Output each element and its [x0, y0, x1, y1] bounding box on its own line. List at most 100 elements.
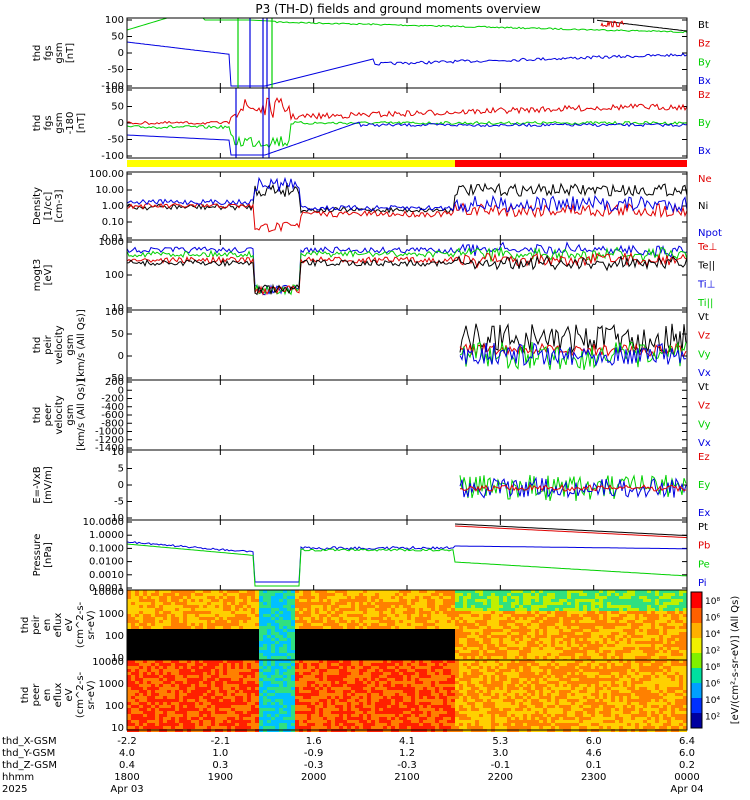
p3-ni-line [126, 182, 688, 214]
ylabel-p5-1: peir [43, 334, 54, 354]
xaxis-value: 6.4 [679, 736, 695, 747]
p8-pb-line [454, 525, 688, 539]
panel-p3: Density [1/cc] [cm-3] 100.00 10.00 1.00 0.10 0.… [32, 169, 722, 244]
ylabel-p1-0: thd [32, 45, 43, 62]
ylabel-p8-1: [nPa] [43, 542, 54, 568]
p2-frame [126, 87, 688, 159]
ytick-p7: 0 [118, 480, 124, 491]
ytick-p9: 1000 [99, 609, 124, 620]
p1-frame [126, 17, 688, 89]
ylabel-p5-4: [km/s (All Qs)] [76, 309, 87, 381]
legend-p8-Pb: Pb [698, 541, 710, 552]
ylabel-p5-0: thd [32, 337, 43, 354]
ytick-p8: 10.0000 [83, 517, 124, 528]
xaxis-value: 6.0 [586, 736, 602, 747]
xaxis-value: 4.1 [399, 736, 415, 747]
p4-tepar-line [126, 255, 688, 296]
xaxis-value: 4.6 [586, 748, 602, 759]
legend-p5-Vx: Vx [698, 368, 711, 379]
ytick-p10: 10000 [92, 657, 124, 668]
ytick-p8: 0.0100 [89, 557, 124, 568]
ytick-p6: -400 [101, 402, 124, 413]
ytick-p5: 100 [105, 307, 124, 318]
ytick-p8: 0.1000 [89, 543, 124, 554]
p6-frame [126, 379, 688, 451]
legend-p5-Vt: Vt [698, 312, 709, 323]
legend-p8-Pi: Pi [698, 578, 707, 589]
p5-vt-line [459, 323, 687, 354]
ytick-p6: -1200 [95, 435, 124, 446]
ylabel-p2-3: -180 [65, 112, 76, 135]
xaxis-value: -0.9 [304, 748, 324, 759]
ylabel-p1-1: fgs [43, 45, 54, 60]
ytick-p7: -5 [114, 497, 124, 508]
legend-p2-By: By [698, 118, 711, 129]
legend-p4-Ti: Ti⊥ [697, 279, 715, 290]
p3-ne-line [126, 201, 688, 233]
ylabel-p6-2: velocity [54, 395, 65, 434]
ytick-p8: 1.0000 [89, 530, 124, 541]
ytick-p10: 1000 [99, 679, 124, 690]
p7-ez-line [460, 483, 687, 493]
legend-p6-Vz: Vz [698, 401, 710, 412]
p4-teperp-line [126, 251, 688, 296]
p5-vz-line [459, 342, 687, 357]
figure-title: P3 (TH-D) fields and ground moments over… [255, 2, 540, 16]
ylabel-p3-2: [cm-3] [54, 189, 65, 222]
xaxis-value: -2.1 [211, 736, 231, 747]
legend-p3-Ne: Ne [698, 174, 712, 185]
ytick-p1: -100 [101, 81, 124, 92]
ytick-p6: 200 [105, 377, 124, 388]
ylabel-p8-0: Pressure [32, 534, 43, 577]
ylabel-p9-3: eflux [53, 613, 64, 638]
p2-by-line [126, 120, 688, 149]
legend-p5-Vz: Vz [698, 331, 710, 342]
legend-p2-Bz: Bz [698, 90, 710, 101]
panel-p2: thd fgs gsm -180 [nT] 100 50 0 -50 -100 Bz By Bx [32, 85, 711, 162]
ytick-p10: 10 [111, 723, 124, 734]
panel-p5: thd peir velocity gsm [km/s (All Qs)] 100 50 0 -… [32, 307, 711, 384]
p4-tiperp-line [126, 241, 688, 296]
ylabel-p10-2: en [42, 689, 53, 702]
p7-ex-line [459, 476, 687, 499]
ytick-p3: 10.00 [95, 185, 124, 196]
ytick-p5: 50 [111, 329, 124, 340]
legend-p6-Vx: Vx [698, 438, 711, 449]
legend-p5-Vy: Vy [698, 349, 711, 360]
colorbar-tick: 10⁶ [705, 614, 720, 624]
p9-spectrogram [127, 590, 687, 662]
ylabel-p9-2: en [42, 619, 53, 632]
p8-pt-line [454, 523, 688, 537]
p10-frame [126, 659, 688, 731]
ytick-p9: 10 [111, 653, 124, 664]
ylabel-p2-2: gsm [54, 112, 65, 133]
legend-p1-Bz: Bz [698, 39, 710, 50]
ytick-p3: 1.00 [102, 201, 124, 212]
ytick-p6: -200 [101, 394, 124, 405]
legend-p1-Bx: Bx [698, 76, 711, 87]
ytick-p4: 10 [111, 303, 124, 314]
ylabel-p6-3: gsm [65, 404, 76, 425]
colorbar-label: [eV/(cm²-s-sr-eV)] (All Qs) [730, 596, 741, 725]
xaxis-value: 1.6 [306, 736, 322, 747]
ylabel-p5-2: velocity [54, 325, 65, 364]
ytick-p6: -600 [101, 410, 124, 421]
legend-p4-Te: Te|| [697, 261, 715, 272]
xaxis-value: 6.0 [679, 748, 695, 759]
ytick-p1: -50 [108, 65, 124, 76]
xaxis-value: -0.3 [304, 760, 324, 771]
ylabel-p9-0: thd [20, 617, 31, 634]
ylabel-p6-0: thd [32, 407, 43, 424]
ytick-p5: 0 [118, 351, 124, 362]
ytick-p8: 0.0001 [89, 583, 124, 594]
p10-spectrogram [127, 660, 687, 732]
ytick-p3: 0.10 [102, 217, 124, 228]
panel-p1: thd fgs gsm [nT] 100 50 0 -50 -100 Bt Bz By Bx [32, 15, 711, 92]
xaxis-value: 2200 [488, 772, 513, 783]
ytick-p4: 1000 [99, 237, 124, 248]
ytick-p2: 0 [118, 118, 124, 129]
ytick-p6: 0 [118, 385, 124, 396]
p8-frame [126, 519, 688, 591]
ylabel-p1-3: [nT] [65, 43, 76, 63]
ylabel-p4-1: [eV] [43, 265, 54, 286]
